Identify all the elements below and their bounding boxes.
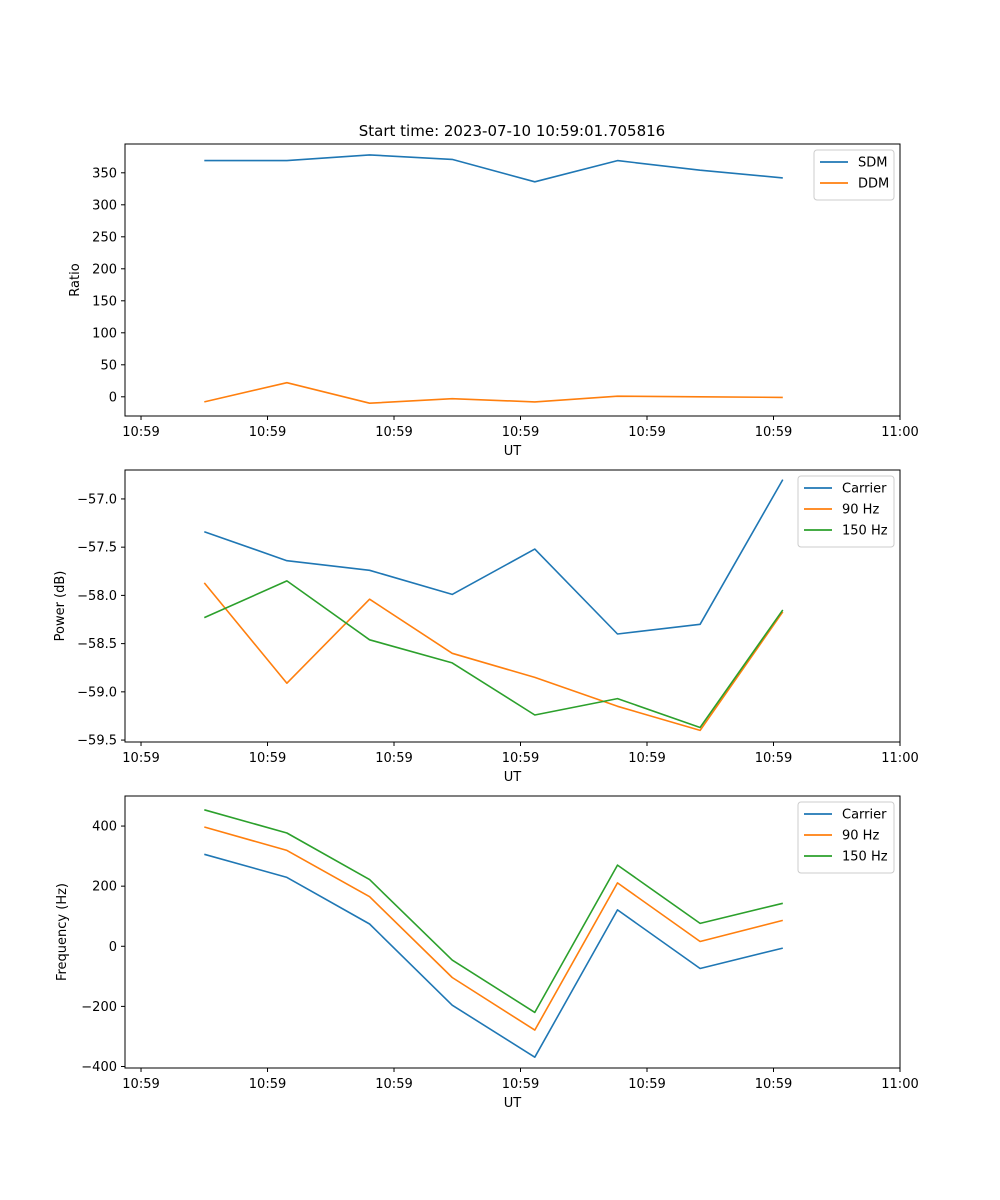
frequency-x-axis-label: UT	[504, 1096, 522, 1111]
ratio-x-tick-label: 10:59	[122, 425, 159, 440]
frequency-x-tick-label: 10:59	[628, 1077, 665, 1092]
power-x-tick-label: 10:59	[122, 751, 159, 766]
power-x-tick-label: 10:59	[249, 751, 286, 766]
frequency-x-tick-label: 10:59	[249, 1077, 286, 1092]
ratio-x-axis-label: UT	[504, 444, 522, 459]
frequency-x-tick-label: 10:59	[375, 1077, 412, 1092]
frequency-panel: 10:59 10:59 10:59 10:59 10:59 10:59 11:00 −400 −…	[55, 795, 919, 1111]
power-x-tick-label: 10:59	[628, 751, 665, 766]
power-y-tick-label: −57.0	[77, 492, 117, 507]
ratio-x-tick-label: 10:59	[628, 425, 665, 440]
power-legend-label-90-hz: 90 Hz	[842, 503, 879, 518]
ratio-y-axis-label: Ratio	[68, 263, 83, 296]
frequency-x-tick-label: 11:00	[881, 1077, 918, 1092]
frequency-axes-frame	[124, 795, 901, 1069]
power-legend-label-150-hz: 150 Hz	[842, 524, 888, 539]
ratio-y-tick-label: 150	[92, 294, 117, 309]
ratio-x-tick-label: 10:59	[375, 425, 412, 440]
power-legend: Carrier 90 Hz 150 Hz	[797, 475, 895, 548]
frequency-y-tick-label: 200	[92, 880, 117, 895]
ratio-legend-label-ddm: DDM	[858, 177, 889, 192]
frequency-y-tick-label: 0	[109, 940, 117, 955]
power-x-axis-label: UT	[504, 770, 522, 785]
frequency-x-tick-label: 10:59	[502, 1077, 539, 1092]
ratio-legend: SDM DDM	[813, 149, 895, 201]
ratio-x-tick-label: 10:59	[502, 425, 539, 440]
frequency-series-150-hz-line	[204, 809, 783, 1014]
frequency-y-tick-label: 400	[92, 820, 117, 835]
frequency-y-tick-label: −400	[81, 1060, 117, 1075]
frequency-y-axis-label: Frequency (Hz)	[55, 883, 70, 981]
frequency-legend-label-150-hz: 150 Hz	[842, 850, 888, 865]
ratio-x-tick-label: 10:59	[755, 425, 792, 440]
frequency-y-tick-label: −200	[81, 1000, 117, 1015]
power-y-axis-label: Power (dB)	[53, 571, 68, 642]
ratio-x-tick-label: 10:59	[249, 425, 286, 440]
ratio-panel: 10:59 10:59 10:59 10:59 10:59 10:59 11:00 0 50 10…	[68, 143, 919, 459]
power-y-tick-label: −57.5	[77, 541, 117, 556]
power-panel: 10:59 10:59 10:59 10:59 10:59 10:59 11:00 −57.0…	[53, 469, 919, 785]
ratio-series-ddm-line	[204, 381, 783, 405]
figure-title: Start time: 2023-07-10 10:59:01.705816	[359, 122, 665, 140]
ratio-axes-frame	[124, 143, 901, 417]
power-x-tick-label: 10:59	[755, 751, 792, 766]
frequency-legend-label-carrier: Carrier	[842, 808, 887, 823]
power-y-tick-label: −59.0	[77, 685, 117, 700]
frequency-series-90-hz-line	[204, 826, 783, 1031]
ratio-y-tick-label: 200	[92, 262, 117, 277]
power-x-tick-label: 10:59	[375, 751, 412, 766]
frequency-x-tick-label: 10:59	[122, 1077, 159, 1092]
power-axes-frame	[124, 469, 901, 743]
frequency-x-tick-label: 10:59	[755, 1077, 792, 1092]
frequency-legend-label-90-hz: 90 Hz	[842, 829, 879, 844]
power-series-90-hz-line	[203, 582, 784, 732]
frequency-legend: Carrier 90 Hz 150 Hz	[797, 801, 895, 874]
ratio-legend-label-sdm: SDM	[858, 156, 887, 171]
ratio-y-tick-label: 50	[100, 358, 117, 373]
power-legend-label-carrier: Carrier	[842, 482, 887, 497]
frequency-series-carrier-line	[204, 853, 783, 1058]
ratio-y-tick-label: 100	[92, 326, 117, 341]
ratio-y-tick-label: 300	[92, 198, 117, 213]
power-series-150-hz-line	[203, 580, 784, 729]
power-x-tick-label: 10:59	[502, 751, 539, 766]
ratio-series-sdm-line	[204, 154, 783, 183]
power-y-tick-label: −59.5	[77, 734, 117, 749]
ratio-y-tick-label: 350	[92, 166, 117, 181]
power-series-carrier-line	[204, 479, 784, 635]
ratio-x-tick-label: 11:00	[881, 425, 918, 440]
ratio-y-tick-label: 0	[109, 390, 117, 405]
power-x-tick-label: 11:00	[881, 751, 918, 766]
power-y-tick-label: −58.5	[77, 637, 117, 652]
ratio-y-tick-label: 250	[92, 230, 117, 245]
power-y-tick-label: −58.0	[77, 589, 117, 604]
